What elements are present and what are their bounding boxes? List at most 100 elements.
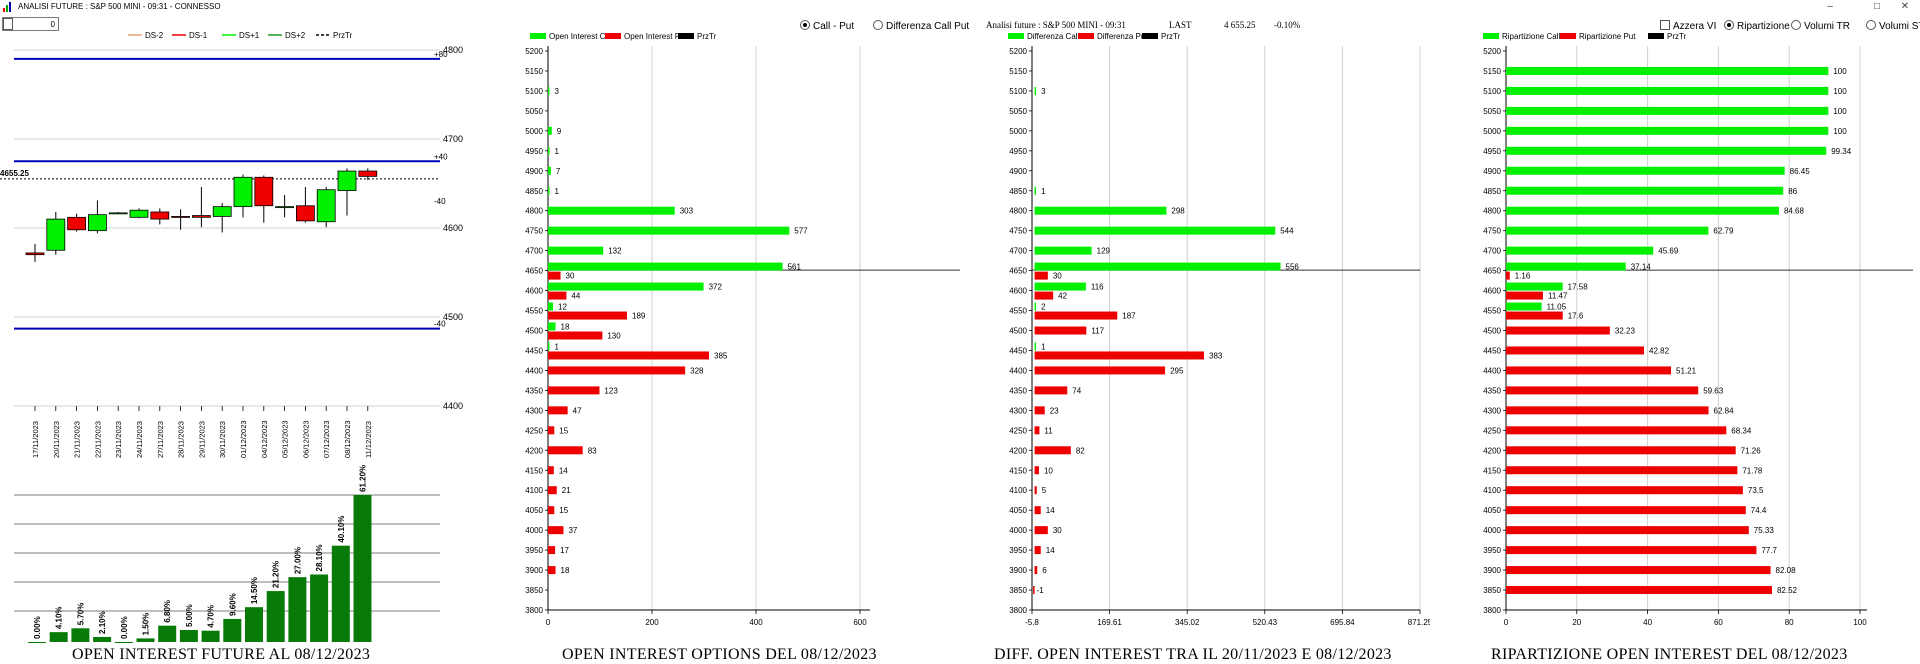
call-value-label: 100 <box>1833 87 1847 96</box>
azzera-vi-checkbox[interactable]: Azzera VI <box>1660 20 1716 33</box>
x-tick-label: 40 <box>1643 618 1652 627</box>
put-value-label: 130 <box>607 332 621 341</box>
candle-body <box>67 216 86 231</box>
call-value-label: 556 <box>1286 263 1300 272</box>
put-bar <box>1506 426 1727 435</box>
y-tick-label: 3800 <box>1009 606 1027 615</box>
y-tick-label: 4300 <box>1483 406 1501 415</box>
put-value-label: 68.34 <box>1731 426 1752 435</box>
y-tick-label: 4100 <box>525 486 543 495</box>
y-tick-label: 5150 <box>1009 67 1027 76</box>
put-bar <box>1034 291 1054 300</box>
candle-body <box>295 205 315 222</box>
oi-percent-bar <box>288 577 307 642</box>
put-bar <box>1506 271 1510 280</box>
minimize-button[interactable]: – <box>1827 1 1833 12</box>
call-bar <box>548 282 704 291</box>
put-bar <box>1034 466 1039 475</box>
y-tick-label: 5150 <box>1483 67 1501 76</box>
candle-body <box>150 211 170 220</box>
put-value-label: 83 <box>588 446 597 455</box>
volumi-tr-radio[interactable]: Volumi TR <box>1791 20 1850 33</box>
y-tick-label: 4150 <box>525 466 543 475</box>
put-value-label: 187 <box>1122 312 1136 321</box>
ripartizione-oi-chart[interactable]: Ripartizione Call Ripartizione Put PrzTr 0 2… <box>1430 0 1920 664</box>
call-bar <box>1506 282 1563 291</box>
radio-icon <box>1791 20 1801 30</box>
y-tick-label: 4200 <box>1009 446 1027 455</box>
diff-call-put-radio[interactable]: Differenza Call Put <box>873 20 969 33</box>
y-tick-label: 3900 <box>525 566 543 575</box>
call-value-label: 62.79 <box>1713 227 1734 236</box>
legend-swatch-differenza-put <box>1078 33 1094 39</box>
legend-label: Differenza Put <box>1097 32 1148 41</box>
candle-body <box>171 216 191 218</box>
call-value-label: 116 <box>1091 283 1104 292</box>
call-put-radio[interactable]: Call - Put <box>800 20 854 33</box>
call-value-label: 132 <box>608 247 622 256</box>
y-tick-label: 4600 <box>525 287 543 296</box>
x-tick-label: -5.8 <box>1025 618 1039 627</box>
legend-swatch-prztr <box>678 33 694 39</box>
options-oi-chart[interactable]: Open Interest Call Open Interest Put PrzTr… <box>500 0 960 664</box>
oi-percent-bar <box>71 628 90 642</box>
x-date-label: 08/12/2023 <box>343 420 352 458</box>
call-value-label: 18 <box>561 323 570 332</box>
put-value-label: 5 <box>1042 486 1047 495</box>
y-tick-label: 4750 <box>1009 227 1027 236</box>
call-bar <box>1506 66 1829 75</box>
y-tick-label: 4650 <box>525 267 543 276</box>
x-date-label: 05/12/2023 <box>281 420 290 458</box>
call-value-label: 86.45 <box>1790 167 1811 176</box>
put-value-label: 37 <box>568 526 577 535</box>
legend-swatch-differenza-call <box>1008 33 1024 39</box>
y-tick-label: 4500 <box>1483 327 1501 336</box>
oi-percent-bar <box>266 591 285 642</box>
y-tick-label: 4950 <box>1009 147 1027 156</box>
future-oi-chart[interactable]: DS-2 DS-1 DS+1 DS+2 PrzTr 4800 4700 4600 4500 440… <box>0 0 500 664</box>
y-tick-label: 4050 <box>525 506 543 515</box>
put-bar <box>548 271 561 280</box>
call-bar <box>548 86 550 95</box>
legend-label: Differenza Call <box>1027 32 1080 41</box>
put-value-label: 23 <box>1050 406 1059 415</box>
y-tick-label: 4600 <box>1483 287 1501 296</box>
volumi-st-radio[interactable]: Volumi ST <box>1866 20 1920 33</box>
spinner-input[interactable] <box>15 18 55 30</box>
call-bar <box>1034 206 1167 215</box>
diff-oi-chart[interactable]: Differenza Call Differenza Put PrzTr-5.8 16… <box>960 0 1430 664</box>
y-tick-label: 5200 <box>1009 47 1027 56</box>
legend-swatch-ripartizione-call <box>1483 33 1499 39</box>
put-value-label: 189 <box>632 312 646 321</box>
oi-percent-bar <box>245 607 263 642</box>
y-tick-label: 5000 <box>525 127 543 136</box>
call-bar <box>1034 262 1281 271</box>
legend-label: DS+1 <box>239 31 260 40</box>
y-tick-label: 4500 <box>1009 327 1027 336</box>
legend-label: DS+2 <box>285 31 306 40</box>
candle-body <box>129 209 149 218</box>
legend-label: Open Interest Put <box>624 32 687 41</box>
y-tick-label: 5150 <box>525 67 543 76</box>
put-value-label: 51.21 <box>1676 366 1697 375</box>
ripartizione-radio[interactable]: Ripartizione <box>1724 20 1790 33</box>
x-date-label: 21/11/2023 <box>73 421 82 458</box>
call-value-label: 84.68 <box>1784 207 1805 216</box>
put-bar <box>1033 586 1035 595</box>
x-date-label: 07/12/2023 <box>322 420 331 458</box>
maximize-button[interactable]: □ <box>1873 1 1881 12</box>
spinner-checkbox[interactable] <box>3 18 13 30</box>
oi-percent-label: 61.20% <box>359 465 368 492</box>
offset-spinner[interactable] <box>2 17 59 31</box>
oi-percent-label: 5.70% <box>76 603 85 626</box>
x-date-label: 01/12/2023 <box>239 420 248 458</box>
close-button[interactable]: ✕ <box>1900 1 1910 12</box>
call-bar <box>1034 302 1037 311</box>
app-icon <box>3 2 11 12</box>
legend-swatch-open-interest-put <box>605 33 621 39</box>
x-tick-label: 0 <box>1504 618 1509 627</box>
oi-percent-bar <box>136 638 155 642</box>
put-value-label: 21 <box>562 486 571 495</box>
call-value-label: 9 <box>557 127 562 136</box>
legend-label: DS-1 <box>189 31 208 40</box>
